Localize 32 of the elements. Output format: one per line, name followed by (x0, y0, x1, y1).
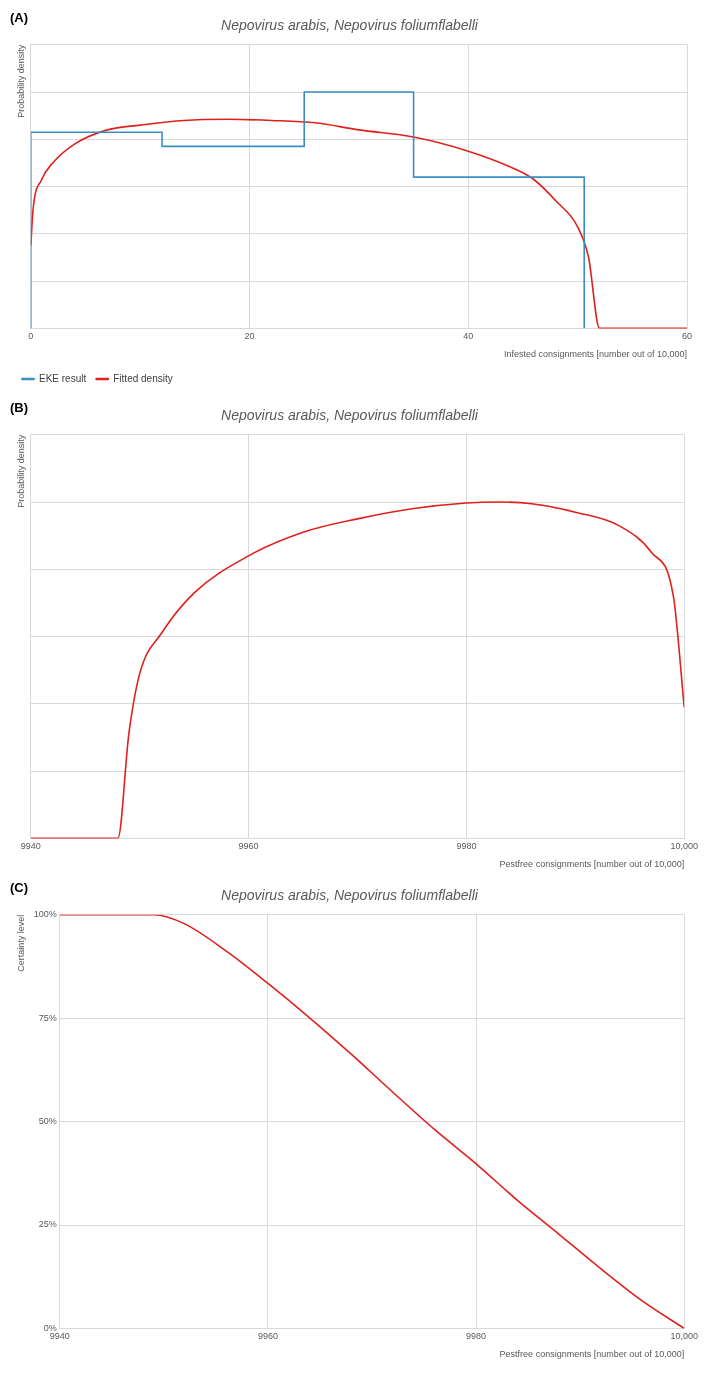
text: (B) (10, 400, 29, 415)
x-tick-label: 9980 (456, 841, 477, 852)
text: (A) (10, 10, 29, 25)
y-axis-title: Probability density (15, 44, 26, 118)
x-tick-label: 9940 (49, 1331, 70, 1342)
y-tick-label: 75% (38, 1012, 57, 1023)
x-tick-label: 9940 (20, 841, 41, 852)
x-tick-label: 20 (244, 331, 255, 342)
x-tick-label: 10,000 (670, 841, 698, 852)
legend-label: EKE result (39, 372, 87, 384)
y-axis-title: Probability density (15, 434, 26, 508)
text: (C) (10, 880, 29, 895)
x-tick-label: 0 (28, 331, 34, 342)
x-tick-label: 9960 (238, 841, 259, 852)
x-tick-label: 9980 (466, 1331, 487, 1342)
y-tick-label: 25% (38, 1219, 57, 1230)
legend-label: Fitted density (113, 372, 173, 384)
x-tick-label: 9960 (257, 1331, 278, 1342)
chart-title: Nepovirus arabis, Nepovirus foliumflabelli (221, 17, 479, 34)
y-tick-label: 50% (38, 1116, 57, 1127)
y-axis-title: Certainty level (15, 914, 26, 972)
y-tick-label: 0% (43, 1322, 57, 1333)
x-axis-title: Infested consignments [number out of 10,000] (503, 349, 687, 360)
y-tick-label: 100% (33, 909, 57, 920)
x-tick-label: 10,000 (670, 1331, 698, 1342)
x-tick-label: 60 (681, 331, 693, 342)
chart-title: Nepovirus arabis, Nepovirus foliumflabelli (221, 407, 479, 424)
x-tick-label: 40 (463, 331, 474, 342)
chart-title: Nepovirus arabis, Nepovirus foliumflabelli (221, 887, 479, 904)
x-axis-title: Pestfree consignments [number out of 10,000] (499, 1349, 685, 1360)
x-axis-title: Pestfree consignments [number out of 10,000] (499, 859, 685, 870)
line-series (59, 914, 685, 1329)
